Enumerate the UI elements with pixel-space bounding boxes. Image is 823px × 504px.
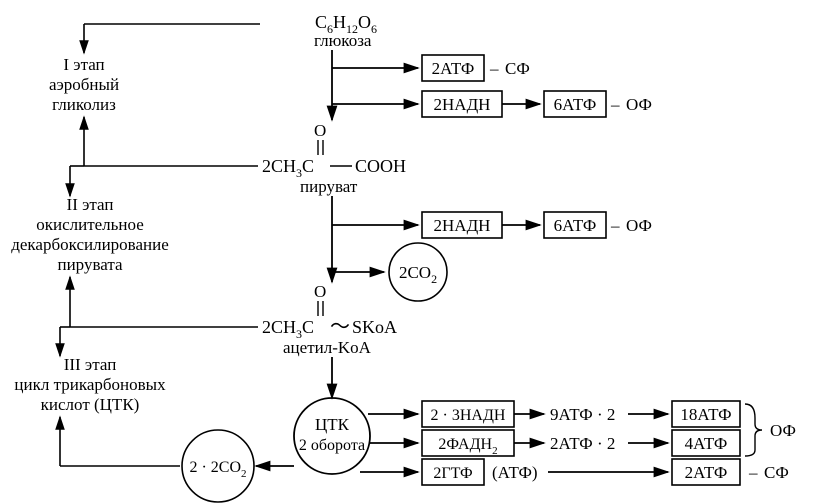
text-2nadh-2: 2НАДН — [434, 216, 491, 235]
text-2fadh2: 2ФАДН2 — [438, 436, 497, 457]
label-of-2: ОФ — [626, 216, 652, 235]
stage3-line1: III этап — [64, 355, 117, 374]
stage2-line2: окислительное — [36, 215, 144, 234]
text-6atp-2: 6АТФ — [554, 216, 597, 235]
text-2atp-1: 2АТФ — [432, 59, 475, 78]
pyruvate-o: O — [314, 121, 326, 140]
label-of-3: ОФ — [770, 421, 796, 440]
acetyl-tilde: ～ — [330, 316, 350, 338]
label-sf-1: СФ — [505, 59, 530, 78]
pyruvate-label: пируват — [300, 177, 358, 196]
label-atp-paren: (АТФ) — [492, 463, 538, 482]
stage1-line1: I этап — [63, 55, 104, 74]
metabolism-flowchart: C6H12O6 глюкоза O 2CH3C COOH пируват O 2… — [0, 0, 823, 504]
label-sf-2: СФ — [764, 463, 789, 482]
stage2-line4: пирувата — [57, 255, 123, 274]
svg-text:–: – — [610, 95, 620, 114]
text-2gtp: 2ГТФ — [433, 465, 472, 482]
svg-text:–: – — [610, 216, 620, 235]
stage2-line1: II этап — [67, 195, 114, 214]
stage3-line2: цикл трикарбоновых — [14, 375, 166, 394]
label-of-1: ОФ — [626, 95, 652, 114]
stage1-line2: аэробный — [49, 75, 119, 94]
acetyl-label: ацетил-KoA — [283, 338, 372, 357]
text-2co2-a: 2CO2 — [399, 263, 437, 286]
text-2-3nadh: 2 · 3НАДН — [431, 407, 506, 424]
stage2-line3: декарбоксилирование — [11, 235, 169, 254]
circle-tca — [294, 398, 370, 474]
glucose-label: глюкоза — [314, 31, 372, 50]
pyruvate-cooh: COOH — [355, 156, 406, 176]
acetyl-o: O — [314, 282, 326, 301]
tca-line2: 2 оборота — [299, 437, 365, 454]
text-4atp: 4АТФ — [685, 434, 728, 453]
stage3-line3: кислот (ЦТК) — [41, 395, 140, 414]
label-9atp2: 9АТФ · 2 — [550, 405, 615, 424]
stage1-line3: гликолиз — [52, 95, 116, 114]
text-18atp: 18АТФ — [680, 405, 731, 424]
label-2atp2: 2АТФ · 2 — [550, 434, 615, 453]
svg-text:–: – — [748, 463, 758, 482]
acetyl-skoa: SKoA — [352, 317, 397, 337]
text-6atp-1: 6АТФ — [554, 95, 597, 114]
tca-line1: ЦТК — [315, 415, 350, 434]
svg-text:–: – — [489, 59, 499, 78]
text-2atp-last: 2АТФ — [685, 463, 728, 482]
brace-of — [745, 404, 762, 456]
text-2co2-b: 2 · 2CO2 — [189, 459, 246, 480]
text-2nadh-1: 2НАДН — [434, 95, 491, 114]
